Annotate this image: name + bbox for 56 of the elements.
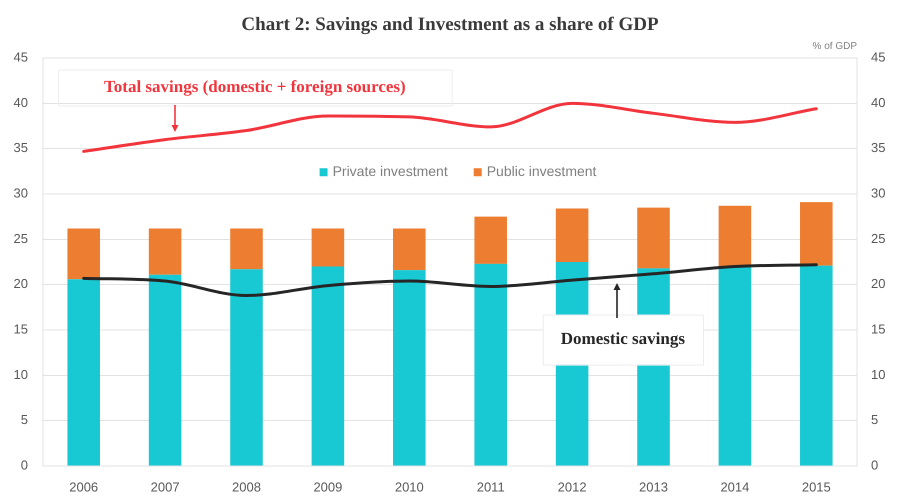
bar [67, 228, 100, 280]
bar [718, 206, 752, 267]
x-tick-label: 2009 [313, 479, 342, 494]
y2-tick-label: 5 [871, 412, 878, 428]
y2-tick-label: 0 [871, 458, 878, 473]
x-tick-label: 2014 [720, 479, 750, 494]
y-tick-label: 25 [14, 230, 28, 246]
bar [230, 269, 263, 466]
x-tick-label: 2008 [232, 479, 261, 494]
y-tick-label: 10 [14, 366, 28, 382]
bar [148, 274, 182, 466]
y2-tick-label: 15 [871, 322, 886, 337]
x-tick-label: 2007 [150, 479, 180, 494]
y-tick-label: 0 [20, 458, 28, 473]
x-tick-label: 2013 [639, 479, 668, 494]
x-tick-label: 2010 [394, 479, 424, 494]
line-series [82, 102, 818, 153]
legend-label: Public investment [486, 163, 597, 180]
x-tick-label: 2006 [69, 479, 98, 494]
bar [393, 270, 426, 466]
line-series [82, 263, 818, 298]
text: Domestic savings [560, 329, 686, 348]
y-tick-label: 20 [14, 276, 28, 292]
bar [718, 266, 752, 466]
bar [637, 208, 670, 268]
bar [312, 266, 344, 466]
y2-tick-label: 40 [871, 94, 886, 110]
bar [474, 264, 507, 466]
bar [474, 216, 507, 264]
bar [67, 279, 100, 466]
series-label: Total savings (domestic + foreign sources) [104, 76, 406, 96]
bar [800, 266, 833, 466]
x-tick-label: 2015 [802, 479, 831, 494]
bar [230, 228, 263, 270]
y2-tick-label: 20 [871, 276, 886, 292]
y2-axis-title: % of GDP [812, 40, 858, 52]
chart-title: Chart 2: Savings and Investment as a share of GDP [241, 14, 659, 35]
y-tick-label: 45 [14, 50, 28, 65]
x-tick-label: 2011 [476, 479, 505, 494]
x-tick-label: 2012 [558, 479, 587, 494]
y-tick-label: 40 [14, 94, 28, 110]
bar [800, 202, 833, 266]
bar [148, 228, 182, 275]
y2-tick-label: 35 [871, 140, 886, 156]
y2-tick-label: 10 [871, 366, 886, 382]
y2-tick-label: 30 [871, 186, 886, 201]
y-tick-label: 15 [14, 322, 28, 337]
y2-tick-label: 45 [871, 50, 886, 65]
bar [393, 228, 426, 270]
bar [312, 228, 344, 267]
y-tick-label: 30 [14, 186, 28, 201]
bar [556, 208, 588, 262]
y2-tick-label: 25 [871, 230, 886, 246]
y-tick-label: 5 [20, 412, 28, 428]
legend-label: Private investment [332, 163, 448, 180]
y-tick-label: 35 [14, 140, 28, 156]
